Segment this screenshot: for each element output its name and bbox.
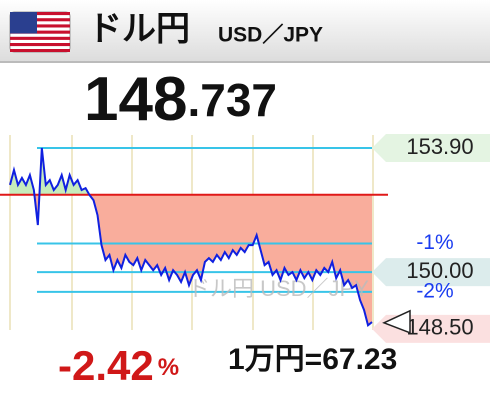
change-value: -2.42 [58,342,154,389]
tick-box [372,134,490,163]
price-decimal: .737 [187,74,277,126]
plot: ドル円 USD／JPY 153.90 150.00 -1% -2% 148.50 [0,134,490,343]
low-label: 148.50 [406,315,473,340]
y-tick-label: 150.00 [406,258,473,283]
percent-label: -1% [416,231,453,254]
area-below [10,194,372,326]
price-integer: 148.737 [84,65,277,134]
change-unit: % [158,354,179,381]
watermark: ドル円 USD／JPY [188,276,369,301]
percent-label: -2% [416,279,453,302]
area-above [10,148,372,195]
y-tick-label: 153.90 [406,134,473,159]
header-bg [0,0,490,62]
title: ドル円 [88,10,190,48]
price-int: 148 [84,65,187,134]
current-arrow [382,309,411,334]
conversion: 1万円=67.23 [228,343,397,376]
flag [9,11,71,53]
price-line [9,147,373,327]
change: -2.42% [58,342,179,389]
tick-box [372,258,490,287]
subtitle: USD／JPY [218,23,323,47]
